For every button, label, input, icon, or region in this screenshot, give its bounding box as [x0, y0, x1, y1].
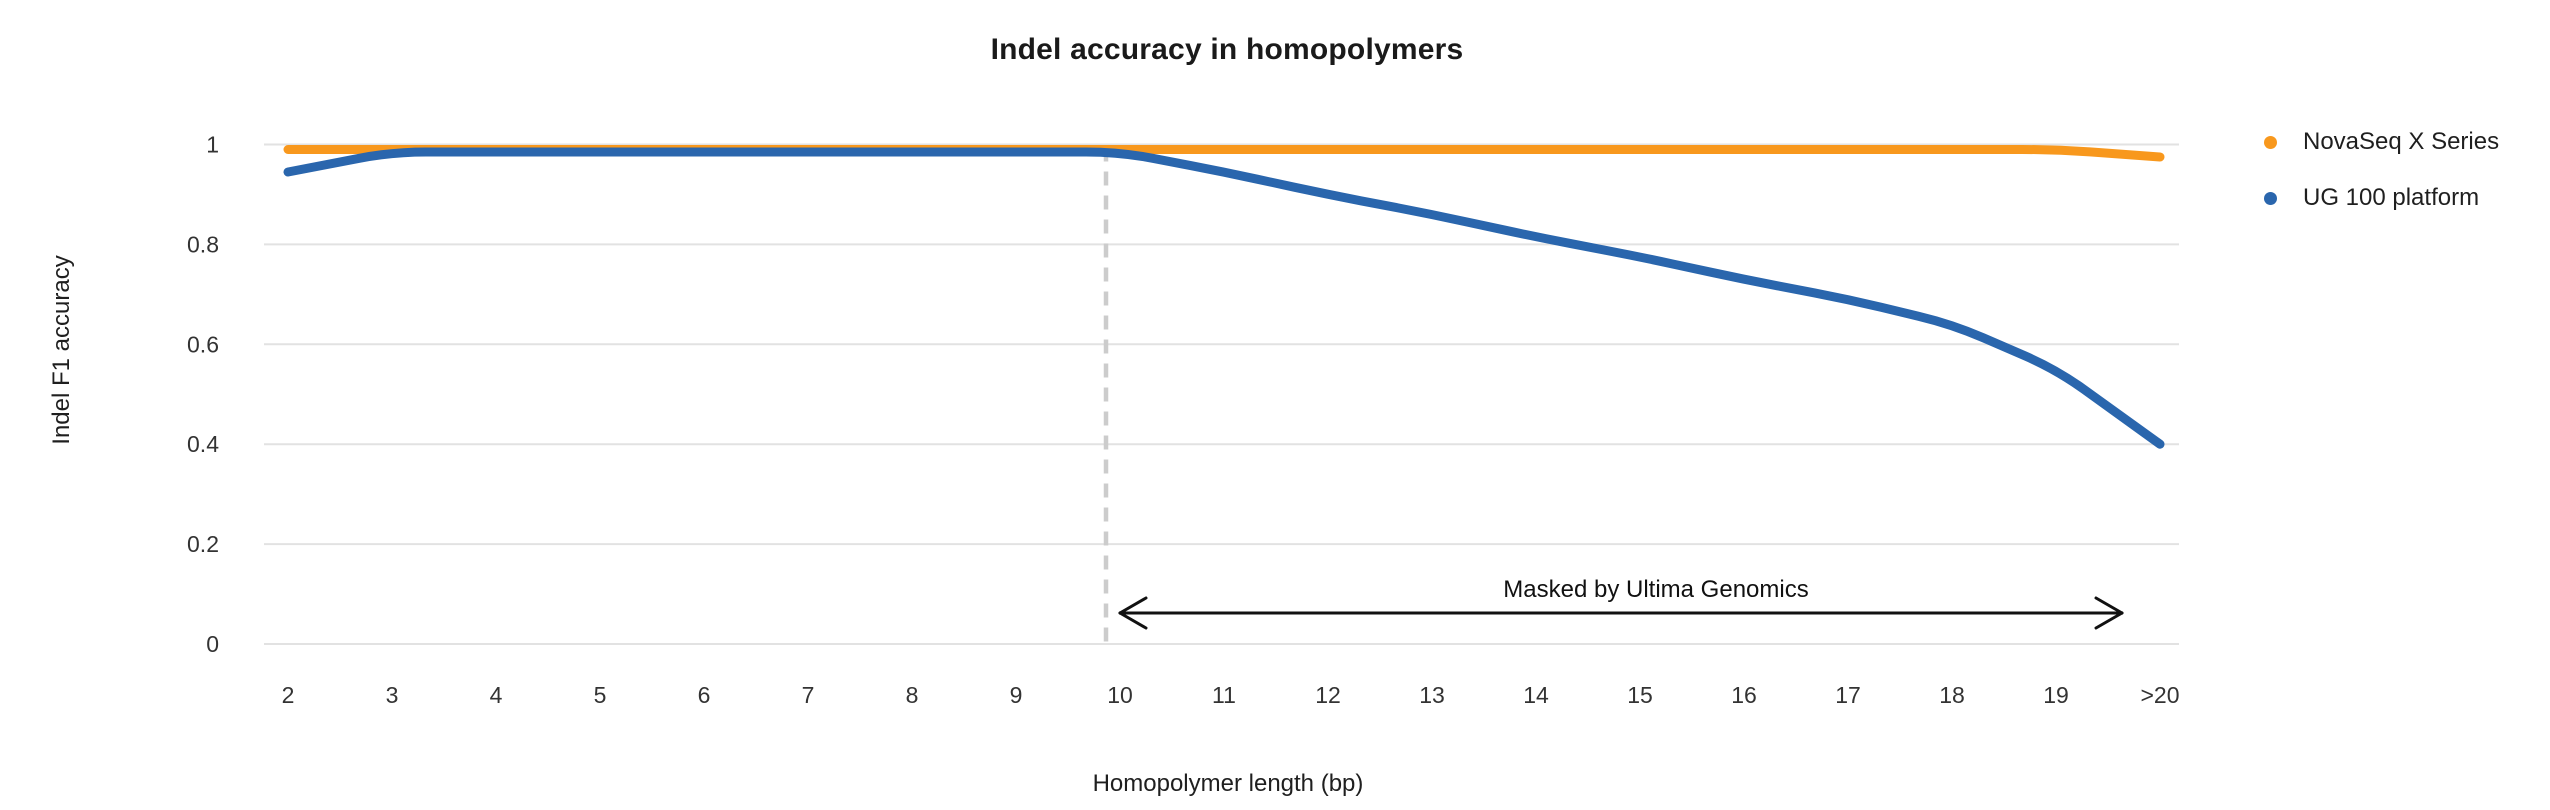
line-ug-100-platform: [283, 147, 2165, 449]
y-tick-label: 0.4: [187, 431, 219, 457]
x-tick-label: 3: [386, 682, 399, 708]
y-tick-label: 0.6: [187, 331, 219, 357]
x-tick-label: 17: [1835, 682, 1861, 708]
x-tick-label: 15: [1627, 682, 1653, 708]
y-axis-title: Indel F1 accuracy: [48, 255, 75, 445]
legend-label-novaseq: NovaSeq X Series: [2303, 128, 2500, 155]
y-tick-label: 0: [206, 631, 219, 657]
y-tick-label: 1: [206, 132, 219, 158]
x-tick-label: 11: [1212, 682, 1236, 708]
masked-region-arrow: [1118, 596, 2124, 630]
legend-marker-ug100-icon: [2264, 191, 2277, 205]
x-tick-label: 8: [906, 682, 919, 708]
x-tick-label: 18: [1939, 682, 1965, 708]
arrow-line: [1118, 596, 1148, 615]
x-axis-title: Homopolymer length (bp): [1092, 770, 1364, 797]
arrow-line: [2094, 611, 2124, 630]
x-tick-label: 16: [1731, 682, 1757, 708]
chart-title: Indel accuracy in homopolymers: [990, 33, 1464, 66]
x-tick-label: 12: [1315, 682, 1341, 708]
legend-item-ug100[interactable]: UG 100 platform: [2264, 184, 2499, 212]
x-tick-label: 9: [1010, 682, 1023, 708]
x-tick-label: 14: [1523, 682, 1549, 708]
legend: NovaSeq X Series UG 100 platform: [2264, 128, 2499, 212]
masked-region-label: Masked by Ultima Genomics: [1503, 576, 1808, 603]
x-tick-label: 4: [490, 682, 503, 708]
x-tick-label: 7: [802, 682, 815, 708]
x-tick-label: 2: [282, 682, 295, 708]
x-axis-tick-labels: 2 3 4 5 6 7 8 9 10 11 12 13 14 15 16 17 18 19 >20: [282, 682, 2180, 708]
x-tick-label: 6: [698, 682, 711, 708]
legend-marker-novaseq-icon: [2264, 135, 2277, 149]
legend-item-novaseq[interactable]: NovaSeq X Series: [2264, 128, 2499, 156]
x-tick-label: 13: [1419, 682, 1445, 708]
x-tick-label: 5: [594, 682, 607, 708]
legend-label-ug100: UG 100 platform: [2303, 184, 2480, 211]
x-tick-label: 19: [2043, 682, 2069, 708]
arrow-line: [1118, 611, 1148, 630]
y-tick-label: 0.8: [187, 231, 219, 257]
gridlines: [264, 143, 2179, 645]
y-axis-tick-labels: 0 0.2 0.4 0.6 0.8 1: [187, 132, 219, 658]
x-tick-label: >20: [2140, 682, 2179, 708]
y-tick-label: 0.2: [187, 531, 219, 557]
arrow-line: [2094, 596, 2124, 615]
x-tick-label: 10: [1107, 682, 1133, 708]
